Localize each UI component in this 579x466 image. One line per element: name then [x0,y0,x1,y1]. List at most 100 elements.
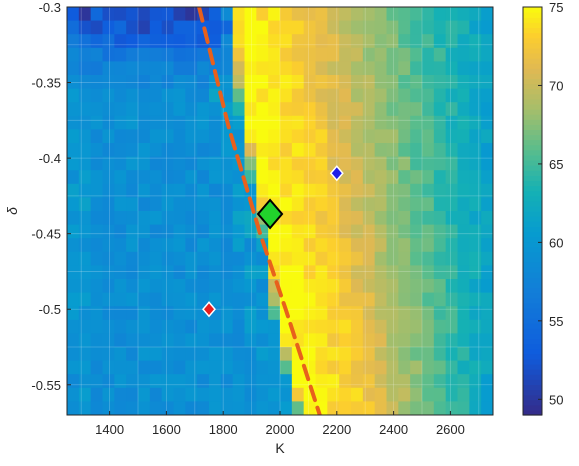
heatmap-cell [410,374,423,389]
heatmap-cell [291,197,305,212]
heatmap-cell [78,292,92,307]
heatmap-cell [315,387,328,402]
heatmap-cell [398,347,411,362]
x-tick-label: 2400 [379,422,408,437]
heatmap-cell [280,75,293,90]
heatmap-cell [469,170,482,185]
heatmap-cell [374,306,388,321]
heatmap-cell [291,238,305,253]
heatmap-cell [327,143,340,158]
x-tick-label: 2000 [266,422,295,437]
heatmap-cell [173,319,186,334]
heatmap-cell [374,319,388,334]
heatmap-cell [102,401,115,415]
heatmap-cell [339,306,352,321]
heatmap-cell [433,20,447,35]
heatmap-cell [185,75,198,90]
heatmap-cell [173,333,186,348]
heatmap-cell [244,306,257,321]
heatmap-cell [481,61,493,76]
heatmap-cell [445,251,459,266]
heatmap-cell [280,88,293,103]
heatmap-cell [90,75,104,90]
heatmap-cell [433,306,447,321]
heatmap-cell [114,7,127,22]
heatmap-cell [386,20,399,35]
heatmap-cell [244,319,257,334]
colorbar-segment [523,63,542,69]
heatmap-cell [114,156,127,171]
heatmap-cell [78,279,92,294]
heatmap-cell [422,360,435,375]
heatmap-cell [185,156,198,171]
x-tick-label: 1600 [152,422,181,437]
heatmap-cell [232,306,246,321]
heatmap-cell [67,115,80,130]
heatmap-cell [209,156,222,171]
heatmap-cell [126,224,139,239]
heatmap-cell [374,387,388,402]
heatmap-cell [78,265,92,280]
heatmap-cell [256,34,269,49]
heatmap-cell [126,170,139,185]
heatmap-cell [469,319,482,334]
heatmap-cell [149,183,163,198]
heatmap-cell [102,333,115,348]
heatmap-cell [339,211,352,226]
heatmap-cell [422,319,435,334]
heatmap-cell [351,61,364,76]
heatmap-cell [138,333,151,348]
heatmap-cell [149,7,163,22]
heatmap-cell [445,115,459,130]
heatmap-cell [126,306,139,321]
heatmap-cell [185,20,198,35]
heatmap-cell [469,238,482,253]
heatmap-cell [374,401,388,415]
heatmap-cell [114,20,127,35]
heatmap-cell [114,197,127,212]
heatmap-cell [102,197,115,212]
heatmap-cell [374,265,388,280]
heatmap-cell [161,292,175,307]
heatmap-cell [433,401,447,415]
heatmap-cell [114,251,127,266]
heatmap-cell [280,143,293,158]
heatmap-cell [280,34,293,49]
heatmap-cell [398,156,411,171]
heatmap-cell [114,129,127,144]
y-axis-label: δ [4,207,20,215]
heatmap-cell [339,47,352,62]
heatmap-cell [315,47,328,62]
colorbar-segment [523,119,542,125]
heatmap-cell [280,170,293,185]
heatmap-cell [232,279,246,294]
heatmap-cell [102,279,115,294]
heatmap-cell [209,333,222,348]
heatmap-cell [232,61,246,76]
heatmap-cell [90,265,104,280]
heatmap-cell [351,47,364,62]
colorbar-segment [523,246,542,253]
colorbar-segment [523,343,542,350]
heatmap-cell [374,129,388,144]
heatmap-cell [374,279,388,294]
heatmap-cell [386,279,399,294]
heatmap-cell [433,279,447,294]
colorbar-segment [523,32,542,39]
heatmap-cell [351,292,364,307]
heatmap-cell [481,401,493,415]
heatmap-cell [303,47,317,62]
heatmap-cell [457,115,470,130]
heatmap-cell [422,88,435,103]
heatmap-cell [114,170,127,185]
heatmap-cell [67,47,80,62]
heatmap-cell [291,143,305,158]
heatmap-cell [114,333,127,348]
heatmap-cell [161,183,175,198]
heatmap-cell [173,401,186,415]
heatmap-cell [291,387,305,402]
heatmap-cell [78,75,92,90]
heatmap-cell [256,75,269,90]
heatmap-cell [457,156,470,171]
heatmap-cell [422,238,435,253]
